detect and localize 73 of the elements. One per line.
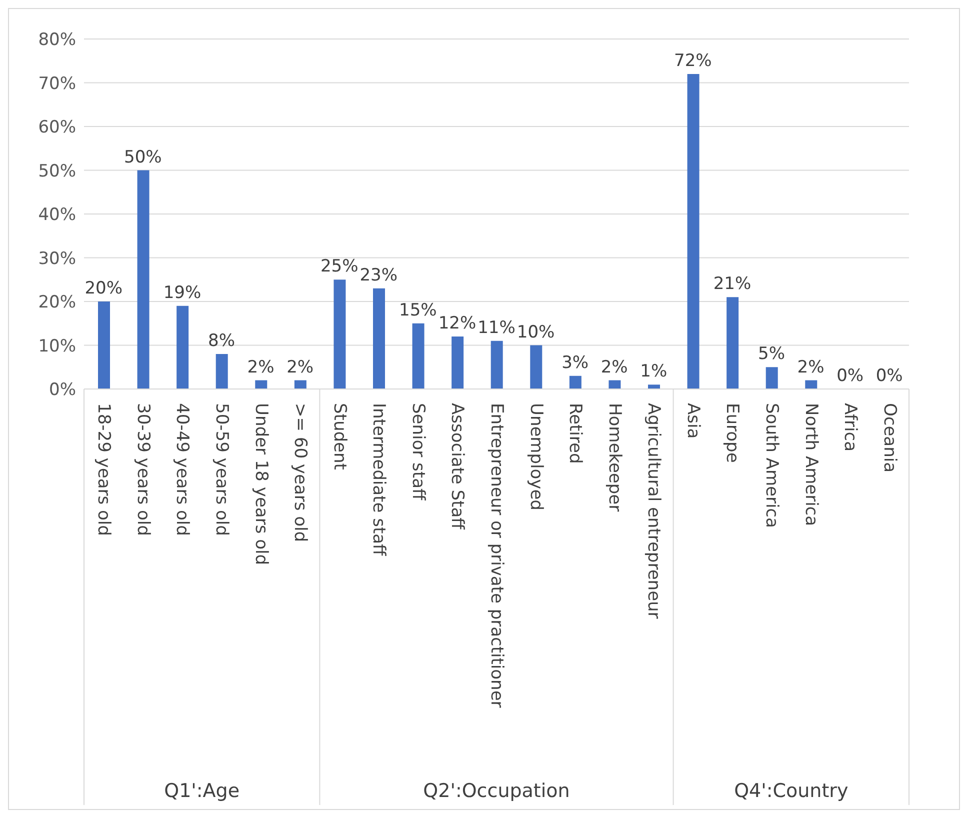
data-label: 5% xyxy=(758,344,785,364)
data-label: 3% xyxy=(562,352,589,373)
bar xyxy=(255,380,268,389)
x-tick-label: North America xyxy=(800,403,821,526)
data-label: 2% xyxy=(247,357,274,378)
bar xyxy=(608,380,621,389)
y-tick-label: 10% xyxy=(38,336,76,356)
bar xyxy=(687,74,700,389)
bar xyxy=(294,380,306,389)
y-tick-label: 60% xyxy=(38,118,76,138)
y-tick-label: 70% xyxy=(38,74,76,94)
data-label: 20% xyxy=(84,278,123,298)
data-label: 50% xyxy=(124,147,162,168)
data-label: 2% xyxy=(797,357,824,378)
data-label: 21% xyxy=(713,274,752,294)
x-tick-label: Intermediate staff xyxy=(368,403,389,558)
y-tick-label: 40% xyxy=(38,205,76,226)
data-label: 12% xyxy=(438,314,476,334)
x-tick-label: South America xyxy=(762,403,782,528)
data-label: 0% xyxy=(836,366,864,386)
data-label: 0% xyxy=(876,366,903,386)
y-tick-label: 80% xyxy=(38,30,76,50)
x-tick-label: Retired xyxy=(565,403,586,464)
bar xyxy=(648,384,660,389)
y-tick-label: 50% xyxy=(38,161,76,182)
data-label: 23% xyxy=(360,265,398,286)
x-tick-label: 18-29 years old xyxy=(94,403,114,536)
bar xyxy=(726,297,739,389)
x-tick-label: 40-49 years old xyxy=(172,403,192,536)
data-label: 1% xyxy=(640,362,668,382)
data-label: 2% xyxy=(600,357,628,378)
text: Q2':Occupation xyxy=(423,780,570,802)
data-label: 25% xyxy=(320,256,358,277)
x-tick-label: Asia xyxy=(682,403,703,439)
bar xyxy=(176,306,189,389)
data-label: 15% xyxy=(399,300,437,320)
bar xyxy=(334,280,346,389)
text: Q1':Age xyxy=(164,780,240,802)
x-tick-label: Agricultural entrepreneur xyxy=(644,403,664,619)
bar xyxy=(373,288,385,389)
bar xyxy=(98,302,110,389)
bar xyxy=(805,380,818,389)
x-tick-label: 50-59 years old xyxy=(212,403,232,536)
data-label: 10% xyxy=(516,322,555,342)
x-tick-label: Europe xyxy=(722,403,742,463)
x-tick-label: 30-39 years old xyxy=(132,403,153,536)
x-tick-label: Entrepreneur or private practitioner xyxy=(486,403,506,708)
bar xyxy=(452,336,464,389)
x-tick-label: Oceania xyxy=(879,403,900,473)
data-label: 2% xyxy=(286,357,314,378)
data-label: 11% xyxy=(478,318,516,338)
data-label: 19% xyxy=(163,282,202,303)
text: Q4':Country xyxy=(734,780,848,802)
y-tick-label: 0% xyxy=(49,380,76,400)
bar xyxy=(569,376,582,389)
x-tick-label: Africa xyxy=(840,403,860,452)
data-label: 8% xyxy=(208,331,235,351)
y-tick-label: 20% xyxy=(38,292,76,313)
bar xyxy=(530,345,542,389)
x-tick-label: Student xyxy=(329,403,350,470)
x-tick-label: Homekeeper xyxy=(604,403,624,512)
x-tick-label: >= 60 years old xyxy=(290,403,310,542)
x-tick-label: Associate Staff xyxy=(447,403,468,531)
bar xyxy=(490,340,503,389)
bar xyxy=(412,323,424,389)
x-tick-label: Unemployed xyxy=(526,403,546,510)
data-label: 72% xyxy=(674,51,712,71)
y-tick-label: 30% xyxy=(38,248,76,269)
bar xyxy=(766,367,778,389)
x-tick-label: Senior staff xyxy=(408,403,428,502)
bar xyxy=(216,354,228,389)
x-tick-label: Under 18 years old xyxy=(250,403,271,565)
bar xyxy=(137,170,150,389)
